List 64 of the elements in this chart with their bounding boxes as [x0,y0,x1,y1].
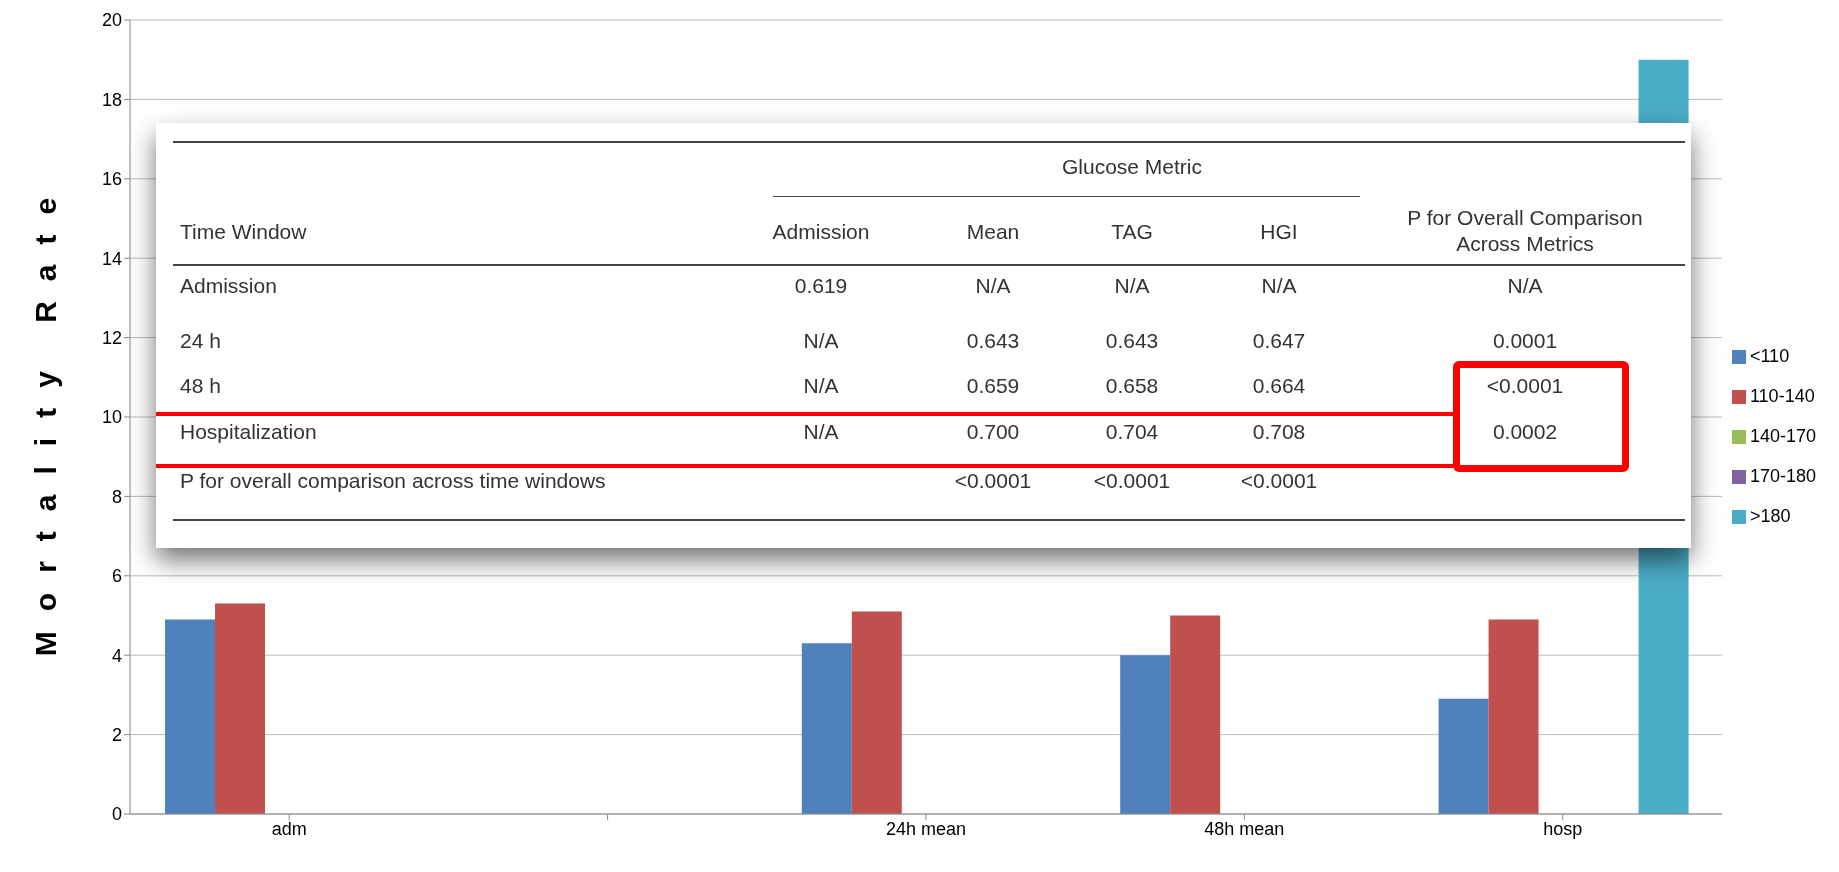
annotation: N/A [974,273,1012,299]
bar [1120,655,1171,814]
y-tick-label: 4 [111,645,122,666]
annotation: Admission [180,273,278,299]
bar [851,611,902,814]
annotation: 0.647 [1251,328,1307,354]
bar [165,619,216,814]
bar [1438,698,1489,814]
legend-label: >180 [1749,506,1791,526]
x-tick-label: adm [271,818,307,839]
y-tick-label: 10 [101,407,122,428]
annotation: Hospitalization [180,419,318,445]
annotation: HGI [1259,219,1299,245]
annotation: Time Window [180,219,308,245]
y-tick-label: 2 [111,724,122,745]
y-tick-label: 18 [101,89,122,110]
annotation: Glucose Metric [1060,154,1203,180]
annotation: 0.0001 [1491,328,1559,354]
bar [801,643,852,814]
annotation: <0.0001 [1240,469,1318,492]
y-tick-label: 16 [101,169,122,190]
legend-label: <110 [1749,346,1790,366]
legend-label: 140-170 [1749,426,1816,446]
y-tick-label: 14 [101,248,122,269]
y-axis-title: Mortality Rate [28,177,62,657]
y-tick-label: 20 [101,10,122,31]
annotation: 0.643 [1105,329,1159,352]
annotation: 48 h [180,373,222,399]
annotation: <0.0001 [1485,373,1565,399]
annotation: N/A [1260,273,1298,299]
annotation: P for Overall Comparison Across Metrics [1406,205,1644,257]
annotation: 0.704 [1105,420,1159,443]
annotation: 0.664 [1251,373,1307,399]
annotation: N/A [802,373,840,399]
annotation: Mean [965,219,1021,245]
y-tick-label: 12 [101,327,122,348]
y-tick-label: 6 [111,566,122,587]
x-tick-label: hosp [1543,818,1583,839]
annotation: TAG [1111,220,1153,243]
y-tick-label: 8 [111,486,122,507]
bar [215,603,266,814]
annotation: N/A [1506,273,1544,299]
annotation: N/A [1113,273,1151,299]
annotation: P for overall comparison across time windows [180,468,607,494]
y-tick-label: 0 [111,804,122,825]
annotation: 0.0002 [1491,419,1559,445]
legend-label: 110-140 [1749,386,1815,406]
annotation: <0.0001 [954,469,1032,492]
x-tick-label: 48h mean [1204,818,1285,839]
annotation: N/A [802,419,840,445]
annotation: 0.700 [966,420,1020,443]
annotation: 24 h [180,328,222,354]
annotation: N/A [802,328,840,354]
x-tick-label: 24h mean [885,818,966,839]
bar [1170,615,1221,814]
bar [1488,619,1539,814]
annotation: 0.619 [793,273,849,299]
annotation: 0.658 [1105,374,1159,397]
annotation: <0.0001 [1093,469,1171,492]
legend-label: 170-180 [1749,466,1816,486]
annotation: 0.659 [966,374,1020,397]
annotation: 0.643 [966,329,1020,352]
annotation: 0.708 [1251,419,1307,445]
annotation: Admission [771,219,871,245]
